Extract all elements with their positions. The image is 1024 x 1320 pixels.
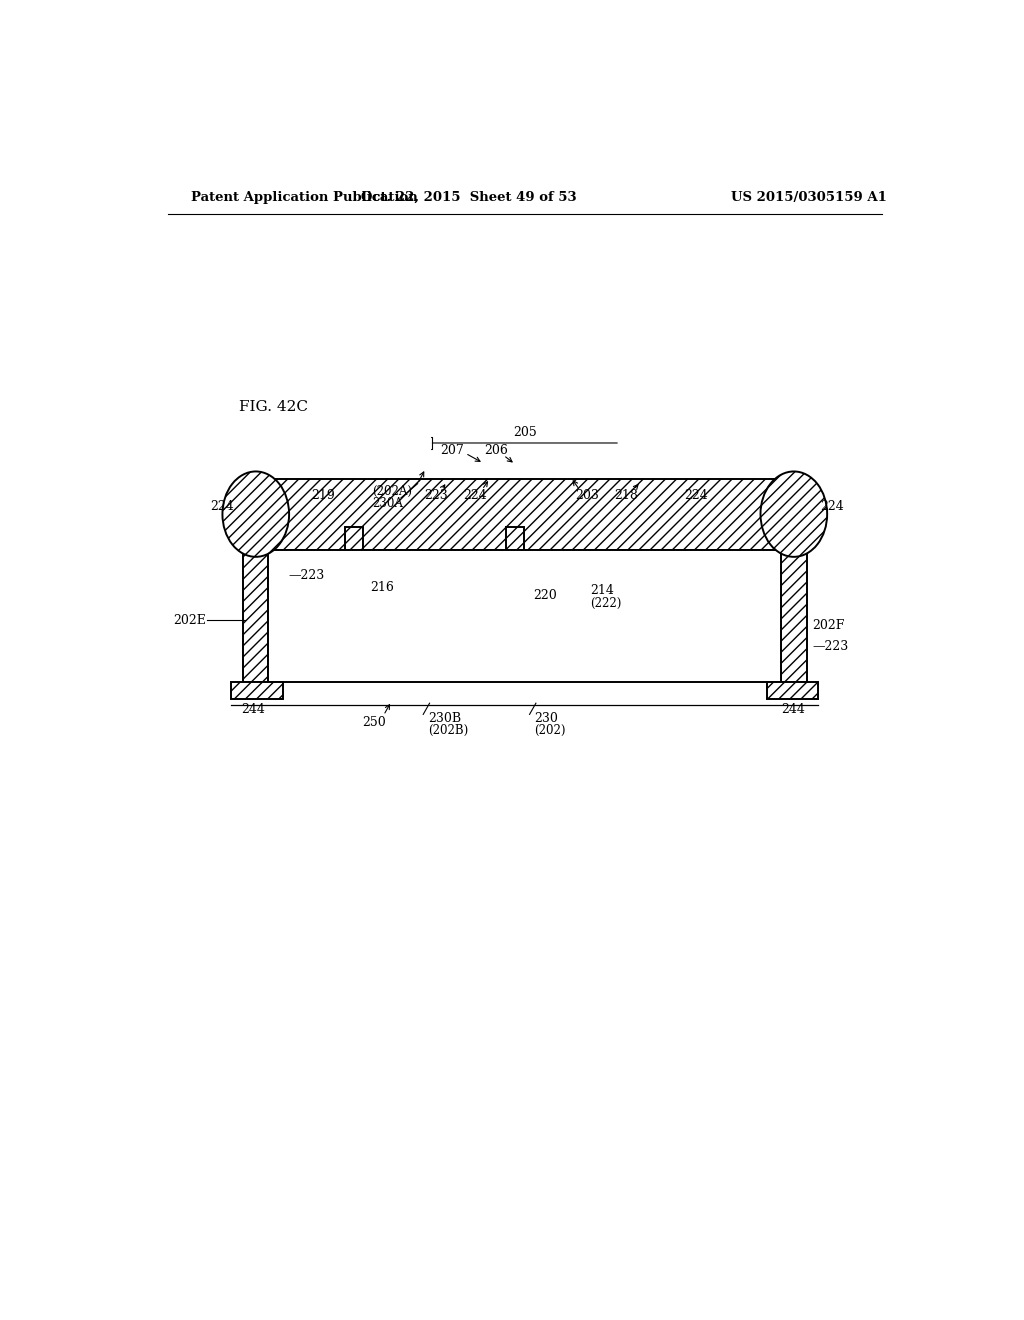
Text: 202E: 202E: [173, 614, 206, 627]
Text: 230A: 230A: [373, 498, 403, 511]
Text: 220: 220: [532, 589, 556, 602]
Bar: [767, 682, 818, 700]
Text: 230B: 230B: [428, 711, 461, 725]
Text: FIG. 42C: FIG. 42C: [240, 400, 308, 414]
Circle shape: [761, 471, 827, 557]
Text: 250: 250: [362, 715, 386, 729]
Text: 202F: 202F: [812, 619, 845, 632]
Text: 244: 244: [242, 702, 265, 715]
Bar: [506, 528, 523, 549]
Text: Patent Application Publication: Patent Application Publication: [191, 190, 418, 203]
Text: 219: 219: [311, 490, 335, 503]
Text: 230: 230: [535, 711, 558, 725]
Text: (202A): (202A): [373, 486, 413, 498]
Text: 244: 244: [781, 702, 805, 715]
Text: 223: 223: [424, 490, 447, 503]
Text: (202B): (202B): [428, 725, 468, 737]
Text: —223: —223: [812, 640, 848, 653]
Text: —223: —223: [289, 569, 325, 582]
Text: 224: 224: [684, 490, 708, 503]
Bar: [243, 479, 807, 549]
Text: (222): (222): [590, 597, 622, 610]
Text: 203: 203: [574, 490, 599, 503]
Text: Oct. 22, 2015  Sheet 49 of 53: Oct. 22, 2015 Sheet 49 of 53: [361, 190, 578, 203]
Text: 207: 207: [440, 444, 464, 457]
Circle shape: [222, 471, 289, 557]
Bar: [781, 549, 807, 682]
Text: 206: 206: [484, 444, 508, 457]
Bar: [231, 682, 283, 700]
Bar: [268, 549, 781, 682]
Text: 224: 224: [210, 499, 233, 512]
Text: 214: 214: [590, 583, 613, 597]
Bar: [489, 549, 541, 578]
Bar: [243, 549, 268, 682]
Text: 205: 205: [513, 426, 537, 440]
Text: (202): (202): [535, 725, 566, 737]
Text: 218: 218: [614, 490, 638, 503]
Text: US 2015/0305159 A1: US 2015/0305159 A1: [731, 190, 887, 203]
Text: 224: 224: [463, 490, 486, 503]
Text: 216: 216: [370, 581, 394, 594]
Text: 224: 224: [820, 499, 844, 512]
Bar: [345, 528, 362, 549]
Bar: [331, 549, 390, 578]
